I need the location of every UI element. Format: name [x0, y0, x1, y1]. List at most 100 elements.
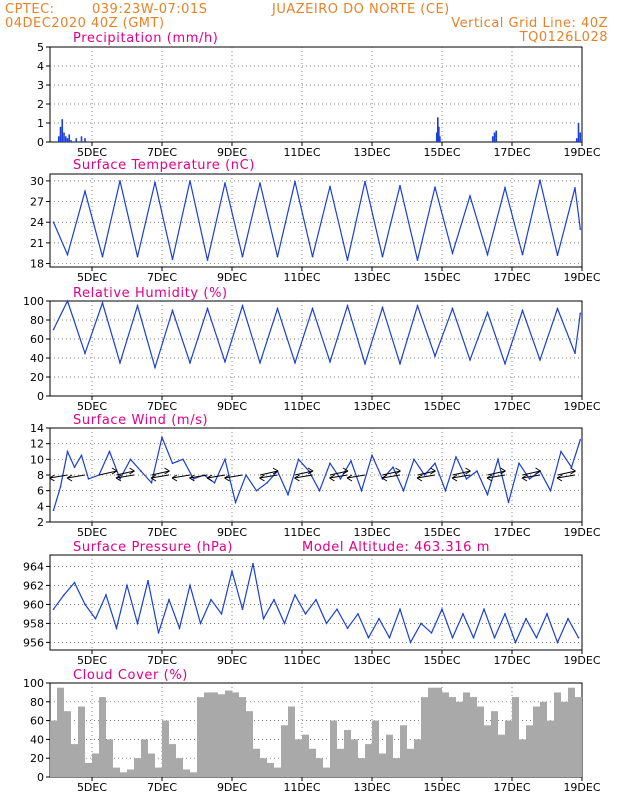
data-point: [297, 458, 300, 461]
data-point: [311, 307, 314, 310]
wind-vector-head: [49, 474, 55, 479]
cloud-bar: [519, 739, 526, 777]
wind-vector-head: [129, 467, 135, 472]
y-tick-label: 80: [30, 314, 44, 327]
x-tick-label: 11DEC: [283, 654, 320, 667]
x-tick-label: 7DEC: [147, 654, 177, 667]
panel-4: 2 4 6 8 10 12 14 5DEC 7DEC 9DEC 11DEC 13DEC 15DEC 17D…: [30, 413, 601, 539]
cloud-bar: [295, 739, 302, 777]
data-point: [556, 641, 559, 644]
x-tick-label: 9DEC: [217, 400, 247, 413]
wind-vector: [98, 470, 118, 476]
panel-6: 0 20 40 60 80 100 5DEC 7DEC 9DEC 11DEC 13DEC 15DEC 1…: [23, 668, 601, 794]
data-point: [315, 598, 317, 601]
data-point: [476, 470, 478, 472]
cloud-bar: [71, 744, 78, 777]
wind-vector-head: [272, 470, 279, 475]
x-tick-label: 9DEC: [217, 271, 247, 284]
data-point: [245, 474, 247, 476]
y-tick-label: 20: [30, 752, 44, 765]
data-point: [518, 462, 520, 465]
cloud-bar: [260, 758, 267, 777]
data-point: [392, 466, 394, 468]
wind-vector: [486, 474, 506, 479]
data-point: [360, 489, 363, 492]
x-tick-label: 9DEC: [217, 526, 247, 539]
cloud-bar: [491, 711, 498, 777]
y-tick-label: 14: [30, 422, 44, 435]
cloud-bar: [484, 725, 491, 777]
data-point: [483, 608, 485, 610]
x-tick-label: 7DEC: [147, 526, 177, 539]
precip-bar: [80, 136, 83, 142]
wind-vector-head: [451, 477, 458, 482]
plot-frame: [49, 300, 583, 397]
cloud-bar: [127, 769, 134, 777]
precip-bar: [70, 140, 72, 142]
y-tick-label: 8: [37, 469, 44, 482]
wind-vector: [522, 470, 541, 476]
wind-vector-head: [329, 474, 335, 479]
cloud-bar: [316, 758, 323, 777]
wind-vector-head: [416, 477, 423, 482]
wind-vector-head: [150, 474, 157, 479]
cloud-bar: [190, 772, 197, 777]
wind-vector: [329, 474, 348, 479]
data-point: [241, 304, 244, 307]
data-point: [504, 613, 506, 615]
wind-vector: [381, 474, 401, 479]
data-point: [549, 489, 552, 492]
wind-vector-head: [66, 474, 73, 479]
wind-vector-head: [556, 474, 563, 479]
y-tick-label: 6: [37, 485, 44, 498]
data-point: [252, 562, 254, 565]
data-point: [136, 622, 139, 625]
plot-frame: [49, 46, 583, 143]
x-tick-label: 15DEC: [423, 654, 460, 667]
cloud-bar: [106, 739, 113, 777]
cloud-bar: [92, 753, 99, 777]
x-tick-label: 11DEC: [283, 526, 320, 539]
x-tick-label: 9DEC: [217, 781, 247, 794]
data-point: [416, 259, 419, 261]
data-point: [577, 636, 580, 639]
plot-frame: [49, 173, 583, 268]
wind-vector: [417, 470, 436, 476]
wind-vector: [171, 474, 191, 479]
header-coords: 039:23W-07:01S: [92, 2, 208, 17]
data-point: [535, 636, 538, 639]
wind-vector-head: [500, 467, 506, 472]
data-point: [276, 307, 279, 310]
data-point: [206, 259, 209, 261]
cloud-bar: [120, 772, 127, 777]
data-point: [329, 462, 331, 465]
cloud-bar: [246, 711, 253, 777]
wind-vector-head: [416, 474, 423, 479]
wind-vector: [557, 470, 576, 476]
precip-bar: [437, 117, 439, 142]
precip-bar: [493, 132, 496, 142]
wind-vector: [329, 470, 349, 476]
cloud-bar: [78, 706, 85, 777]
wind-vector-head: [381, 477, 388, 482]
cloud-bar: [253, 748, 260, 777]
wind-vector: [49, 474, 68, 479]
data-point: [350, 460, 352, 462]
x-tick-label: 5DEC: [77, 781, 107, 794]
precip-bar: [57, 136, 60, 142]
wind-vector-head: [430, 467, 436, 472]
data-point: [126, 584, 128, 587]
cloud-bar: [540, 701, 547, 777]
header-grid-note: Vertical Grid Line: 40Z: [451, 16, 608, 31]
data-point: [539, 179, 541, 181]
data-point: [367, 636, 370, 639]
x-tick-label: 13DEC: [353, 654, 390, 667]
data-point: [556, 254, 559, 257]
data-point: [493, 636, 496, 639]
wind-vector: [259, 470, 279, 476]
wind-vector-head: [111, 467, 118, 472]
panel-5: 956 958 960 962 964 5DEC 7DEC 9DEC 11DEC 13DEC 15D…: [23, 540, 601, 667]
x-tick-label: 15DEC: [423, 146, 460, 159]
data-point: [259, 182, 261, 184]
data-point: [259, 361, 261, 364]
